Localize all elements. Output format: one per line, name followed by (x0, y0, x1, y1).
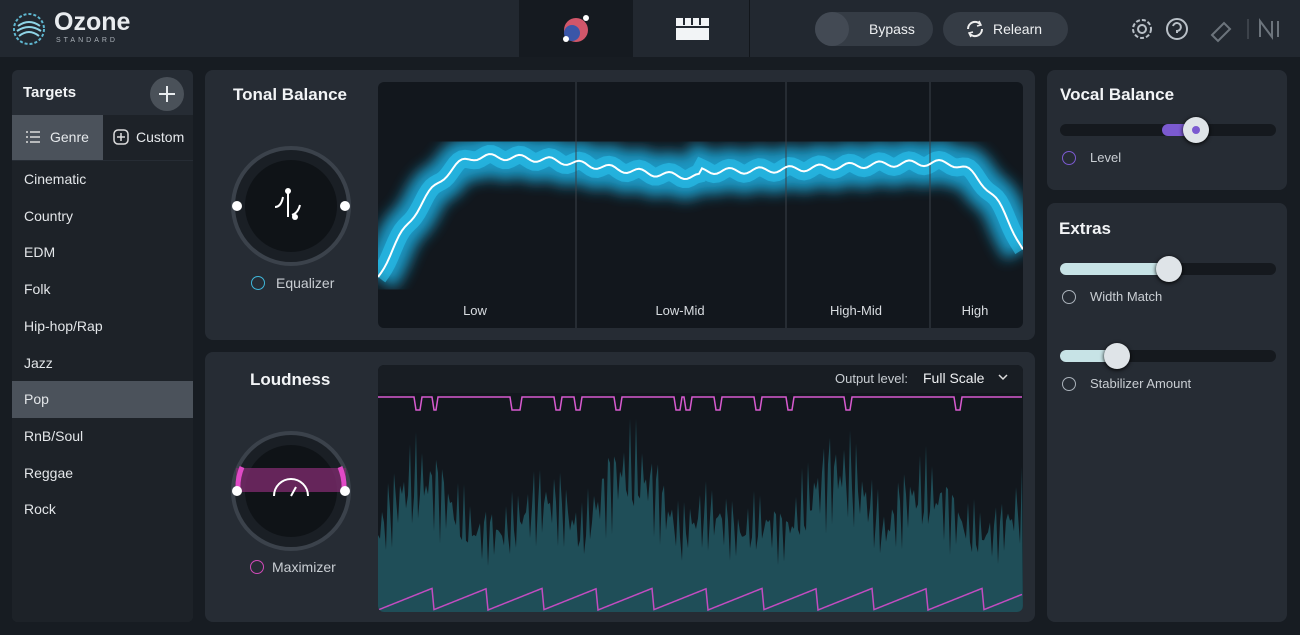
genre-item[interactable]: RnB/Soul (24, 427, 84, 444)
equalizer-icon (251, 276, 265, 290)
genre-item[interactable]: Rock (24, 501, 56, 518)
width-match-fill (1060, 263, 1170, 275)
genre-item[interactable]: Country (24, 207, 74, 224)
gain-line (378, 587, 1023, 612)
bypass-icon (815, 12, 849, 46)
add-target-button[interactable] (150, 77, 184, 111)
maximizer-icon (250, 560, 264, 574)
stabilizer-label: Stabilizer Amount (1090, 376, 1192, 391)
loudness-header (378, 365, 1023, 393)
bypass-label: Bypass (869, 21, 915, 37)
loudness-graph: Output level: Full Scale (378, 365, 1023, 612)
dropdown-arrow (998, 374, 1008, 381)
extras-title: Extras (1059, 219, 1111, 238)
genre-tab[interactable]: Genre (12, 115, 103, 160)
level-slider[interactable] (1183, 117, 1209, 143)
ceiling-line (378, 396, 1022, 411)
vocal-balance-title: Vocal Balance (1060, 85, 1175, 104)
tonal-balance-title: Tonal Balance (233, 85, 347, 104)
loudness-title: Loudness (250, 370, 331, 389)
band-label: High-Mid (830, 303, 882, 318)
genre-item[interactable]: Reggae (24, 464, 74, 481)
custom-icon (113, 129, 129, 145)
edition: STANDARD (56, 37, 118, 44)
stabilizer-icon (1062, 377, 1076, 391)
targets-panel: Targets Genre Custom Cinematic Country EDM… (12, 70, 193, 622)
tonal-graph: Low Low-Mid High-Mid High (378, 82, 1023, 328)
extras-panel: Extras Width Match Stabilizer Amount (1047, 203, 1287, 622)
bypass-button[interactable]: Bypass (815, 12, 933, 46)
loudness-waveform (378, 365, 1023, 612)
width-match-label: Width Match (1090, 289, 1163, 304)
tonal-line (378, 153, 1023, 278)
tonal-balance-panel: Tonal Balance Equalizer Low Low-Mid High-M… (205, 70, 1035, 340)
output-level-dropdown[interactable]: Full Scale (923, 370, 985, 386)
genre-item[interactable]: EDM (24, 244, 56, 261)
stabilizer-slider[interactable] (1104, 343, 1130, 369)
vocal-balance-panel: Vocal Balance Level (1047, 70, 1287, 190)
targets-title: Targets (23, 84, 77, 101)
custom-tab[interactable]: Custom (103, 115, 193, 160)
maximizer-knob[interactable] (230, 430, 352, 552)
waveform (378, 418, 1023, 612)
modules-icon (676, 18, 709, 40)
relearn-label: Relearn (993, 21, 1043, 37)
width-match-icon (1062, 290, 1076, 304)
genre-item[interactable]: Pop (12, 381, 193, 419)
genre-item[interactable]: Jazz (24, 354, 53, 371)
logo-text: Ozone (54, 8, 131, 36)
tab-modules[interactable] (633, 0, 750, 57)
genre-item[interactable]: Hip-hop/Rap (24, 317, 103, 334)
level-label: Level (1090, 150, 1122, 165)
tab-assistant[interactable] (519, 0, 633, 57)
output-level-label: Output level: (835, 371, 908, 386)
genre-tab-label: Genre (50, 129, 89, 145)
loudness-panel: Loudness Maximizer Output level: Full Sc… (205, 352, 1035, 622)
width-match-slider[interactable] (1156, 256, 1182, 282)
band-label: Low-Mid (655, 303, 704, 318)
equalizer-label: Equalizer (276, 275, 335, 291)
genre-item[interactable]: Cinematic (24, 171, 87, 187)
band-label: High (962, 303, 989, 318)
band-label: Low (463, 303, 487, 318)
assistant-icon (563, 15, 589, 42)
plus-icon (159, 86, 175, 102)
list-icon (26, 131, 40, 143)
level-icon (1062, 151, 1076, 165)
stabilizer-fill (1060, 350, 1118, 362)
logo-icon (13, 13, 45, 45)
toolbar-icons (1132, 18, 1279, 43)
maximizer-label: Maximizer (272, 559, 336, 575)
top-bar: Ozone STANDARD Bypass Relearn (0, 0, 1300, 57)
genre-list: Cinematic Country EDM Folk Hip-hop/Rap Jazz Po… (12, 161, 193, 622)
equalizer-knob[interactable] (230, 145, 352, 267)
relearn-button[interactable]: Relearn (943, 12, 1068, 46)
tonal-curve: Low Low-Mid High-Mid High (378, 82, 1023, 328)
relearn-icon (966, 20, 984, 38)
custom-tab-label: Custom (136, 129, 185, 145)
genre-item[interactable]: Folk (24, 281, 51, 298)
